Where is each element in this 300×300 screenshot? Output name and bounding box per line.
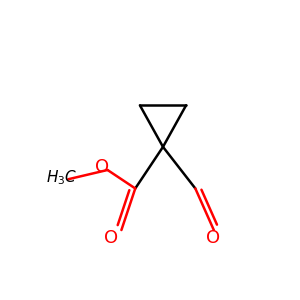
- Text: $H_3C$: $H_3C$: [46, 169, 78, 188]
- Text: O: O: [95, 158, 109, 175]
- Text: O: O: [206, 229, 220, 247]
- Text: O: O: [104, 229, 118, 247]
